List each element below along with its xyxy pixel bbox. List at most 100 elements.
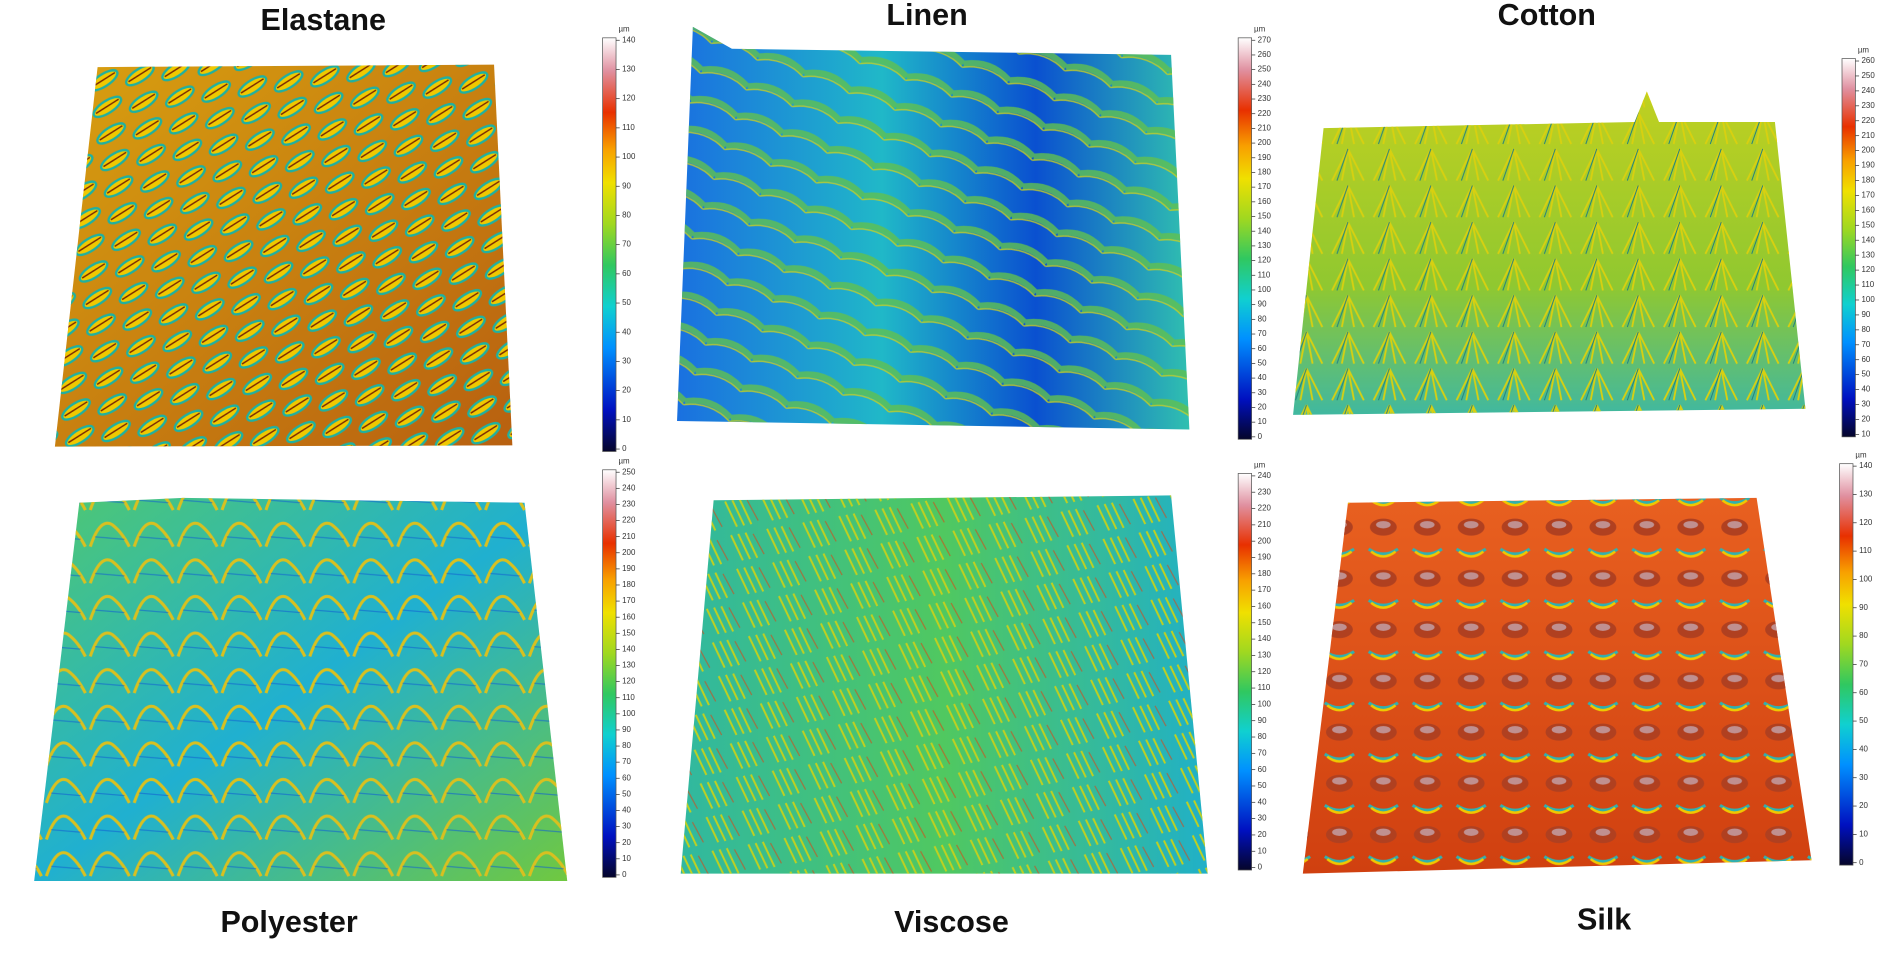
colorbar-tick-label: 130 <box>1258 651 1272 660</box>
surface-polyester-texture <box>34 497 568 882</box>
colorbar-tick-label: 100 <box>1859 575 1873 584</box>
panel: Polyester µm 0 10 20 30 40 50 60 70 80 90 100 110 120 1… <box>220 457 635 939</box>
colorbar-tick-label: 40 <box>1258 373 1267 382</box>
colorbar-tick-label: 180 <box>1258 168 1272 177</box>
colorbar-tick-label: 110 <box>1258 683 1271 692</box>
colorbar-tick-label: 0 <box>1258 432 1263 441</box>
colorbar-tick-label: 270 <box>1258 35 1272 44</box>
colorbar-tick-label: 70 <box>622 240 631 249</box>
colorbar-tick-label: 230 <box>1862 101 1876 110</box>
colorbar-tick-label: 60 <box>622 269 631 278</box>
colorbar <box>1238 37 1252 440</box>
colorbar <box>1238 473 1252 871</box>
colorbar-tick-label: 40 <box>1859 744 1868 753</box>
panel-title: Linen <box>886 0 967 32</box>
colorbar-tick-label: 170 <box>1862 191 1876 200</box>
colorbar-tick-label: 30 <box>1862 400 1871 409</box>
colorbar-tick-label: 90 <box>1862 310 1871 319</box>
colorbar-tick-label: 110 <box>1862 280 1875 289</box>
colorbar-tick-label: 110 <box>1258 270 1271 279</box>
colorbar-tick-label: 150 <box>1258 618 1272 627</box>
panel-title: Silk <box>1577 902 1631 936</box>
colorbar-tick-label: 80 <box>1258 732 1267 741</box>
colorbar-tick-label: 130 <box>622 661 636 670</box>
colorbar-tick-label: 50 <box>1258 358 1267 367</box>
colorbar-tick-label: 80 <box>1862 325 1871 334</box>
colorbar-tick-label: 10 <box>1862 429 1871 438</box>
colorbar-tick-label: 180 <box>622 580 636 589</box>
colorbar-tick-label: 120 <box>1258 256 1272 265</box>
colorbar-tick-label: 0 <box>622 444 627 453</box>
colorbar-tick-label: 200 <box>1258 536 1272 545</box>
colorbar-tick-label: 0 <box>1859 858 1864 867</box>
colorbar-tick-label: 230 <box>622 500 636 509</box>
colorbar-tick-label: 30 <box>1258 388 1267 397</box>
colorbar-unit: µm <box>618 25 630 34</box>
colorbar-tick-label: 200 <box>622 548 636 557</box>
colorbar-tick-label: 250 <box>622 467 636 476</box>
colorbar-tick-label: 90 <box>622 181 631 190</box>
panel: Viscose µm 0 10 20 30 40 50 60 70 80 90 100 110 120 130… <box>894 460 1271 938</box>
colorbar-tick-label: 90 <box>1258 716 1267 725</box>
colorbar-unit: µm <box>1254 25 1266 34</box>
colorbar <box>602 37 617 452</box>
colorbar <box>1842 58 1856 437</box>
colorbar-tick-label: 130 <box>1862 250 1876 259</box>
colorbar-tick-label: 70 <box>622 757 631 766</box>
colorbar-tick-label: 70 <box>1258 748 1267 757</box>
colorbar-tick-label: 20 <box>622 838 631 847</box>
colorbar-tick-label: 40 <box>622 806 631 815</box>
panel-title: Elastane <box>261 3 386 37</box>
colorbar-tick-label: 100 <box>1862 295 1876 304</box>
colorbar-tick-label: 240 <box>1258 471 1272 480</box>
colorbar-tick-label: 200 <box>1258 138 1272 147</box>
colorbar-tick-label: 160 <box>1258 197 1272 206</box>
colorbar-tick-label: 100 <box>1258 285 1272 294</box>
colorbar-tick-label: 190 <box>1258 553 1272 562</box>
colorbar-tick-label: 90 <box>622 725 631 734</box>
colorbar-tick-label: 150 <box>622 628 636 637</box>
colorbar-tick-label: 70 <box>1258 329 1267 338</box>
colorbar-tick-label: 90 <box>1258 300 1267 309</box>
surface-cotton-texture <box>1293 91 1806 415</box>
colorbar-tick-label: 220 <box>1862 116 1876 125</box>
colorbar-tick-label: 30 <box>622 822 631 831</box>
colorbar-tick-label: 120 <box>1862 265 1876 274</box>
colorbar-tick-label: 10 <box>622 854 631 863</box>
colorbar-tick-label: 100 <box>622 709 636 718</box>
colorbar-tick-label: 110 <box>622 123 635 132</box>
colorbar-tick-label: 60 <box>1258 765 1267 774</box>
colorbar-tick-label: 20 <box>1258 830 1267 839</box>
colorbar-tick-label: 80 <box>1258 314 1267 323</box>
colorbar-tick-label: 110 <box>622 693 635 702</box>
colorbar-tick-label: 190 <box>1862 161 1876 170</box>
colorbar-tick-label: 40 <box>622 327 631 336</box>
colorbar-tick-label: 60 <box>1258 344 1267 353</box>
colorbar-tick-label: 10 <box>1258 846 1267 855</box>
colorbar-tick-label: 130 <box>1258 241 1272 250</box>
colorbar-tick-label: 130 <box>1859 490 1873 499</box>
colorbar-tick-label: 260 <box>1258 50 1272 59</box>
colorbar-tick-label: 230 <box>1258 487 1272 496</box>
colorbar <box>602 469 617 878</box>
colorbar-tick-label: 50 <box>622 298 631 307</box>
colorbar-tick-label: 150 <box>1862 220 1876 229</box>
colorbar-tick-label: 50 <box>1258 781 1267 790</box>
colorbar-tick-label: 140 <box>622 644 636 653</box>
colorbar-tick-label: 120 <box>622 94 636 103</box>
colorbar-tick-label: 80 <box>1859 631 1868 640</box>
surface-elastane-texture <box>54 64 513 447</box>
colorbar-tick-label: 170 <box>622 596 636 605</box>
colorbar-tick-label: 50 <box>622 789 631 798</box>
colorbar-tick-label: 160 <box>1258 602 1272 611</box>
panel: Silk µm 0 10 20 30 40 50 60 70 80 90 100 110 120 130 140 <box>1577 451 1873 937</box>
colorbar-tick-label: 20 <box>1258 403 1267 412</box>
colorbar-tick-label: 190 <box>622 564 636 573</box>
colorbar-tick-label: 70 <box>1862 340 1871 349</box>
colorbar-tick-label: 220 <box>1258 109 1272 118</box>
colorbar-tick-label: 100 <box>622 152 636 161</box>
colorbar-tick-label: 140 <box>1859 461 1873 470</box>
colorbar-tick-label: 150 <box>1258 212 1272 221</box>
